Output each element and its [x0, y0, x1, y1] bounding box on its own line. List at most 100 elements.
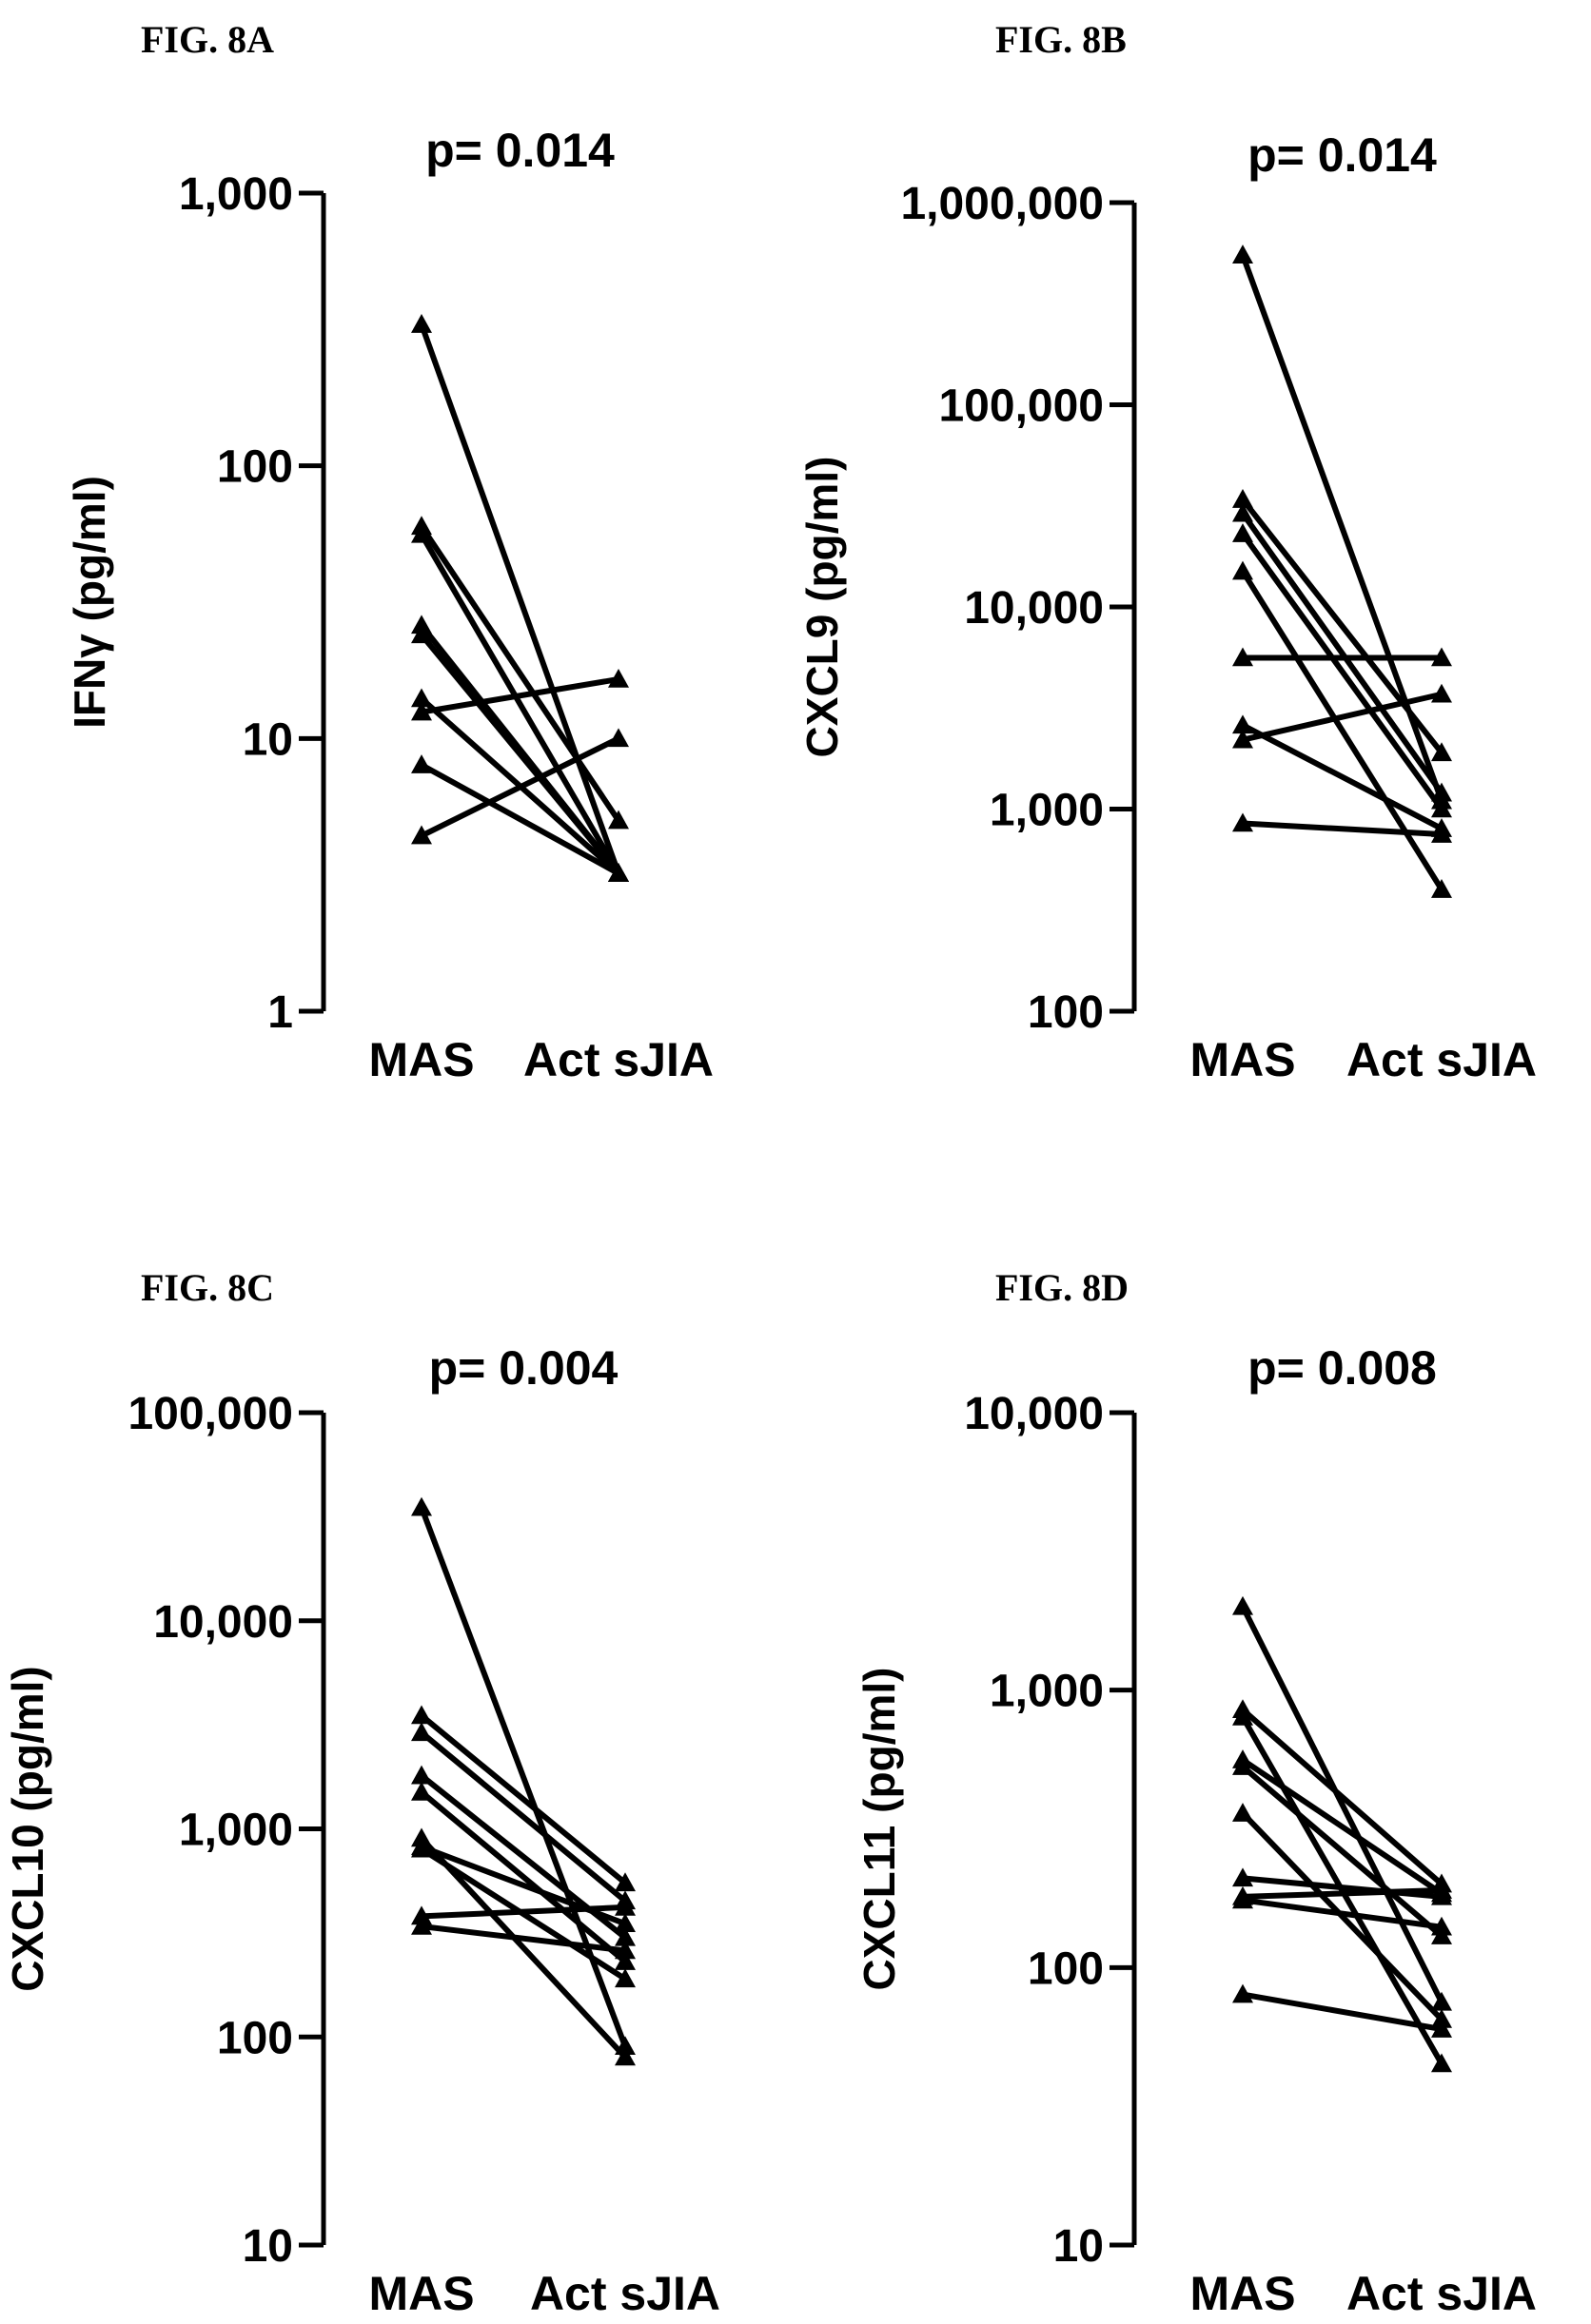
chart-2-ytick-label-2: 1,000 [179, 1806, 293, 1856]
fig-8a-label: FIG. 8A [141, 18, 274, 61]
chart-2-point-act-1 [615, 1872, 636, 1892]
chart-3-point-mas-0 [1232, 1595, 1253, 1615]
chart-0-point-act-8 [608, 728, 629, 748]
chart-3-category-label-1: Act sJIA [1346, 2267, 1537, 2320]
chart-1-point-act-1 [1431, 742, 1452, 762]
chart-3-point-mas-2 [1232, 1706, 1253, 1726]
chart-1-ytick-label-2: 10,000 [964, 583, 1104, 634]
chart-0-pair-line-6 [421, 676, 619, 715]
chart-2-point-act-7 [615, 1968, 636, 1988]
chart-1-ylabel: CXCL9 (pg/ml) [797, 457, 847, 758]
chart-0-point-mas-7 [411, 754, 432, 773]
chart-1-point-act-4 [1431, 879, 1452, 898]
chart-1-point-act-8 [1431, 824, 1452, 843]
chart-0-ytick-label-3: 1,000 [179, 169, 293, 220]
chart-1-point-mas-5 [1232, 647, 1253, 667]
chart-2-ytick-label-1: 100 [217, 2013, 293, 2063]
chart-1-ytick-label-1: 1,000 [990, 786, 1104, 836]
chart-2-pair-line-5 [419, 1836, 628, 2060]
fig-8b-label: FIG. 8B [995, 18, 1127, 61]
chart-2-point-mas-4 [411, 1781, 432, 1801]
fig-8d-label: FIG. 8D [995, 1266, 1129, 1309]
chart-3-pair-line-4 [1241, 1764, 1444, 1939]
chart-0-pair-line-2 [419, 533, 621, 875]
chart-2-point-act-8 [615, 1896, 636, 1916]
chart-2-point-mas-8 [411, 1905, 432, 1925]
chart-2-point-mas-2 [411, 1722, 432, 1742]
chart-0-ylabel: IFNγ (pg/ml) [65, 476, 114, 729]
chart-0-point-mas-5 [411, 688, 432, 708]
chart-2-point-act-5 [615, 2046, 636, 2066]
chart-3-point-act-9 [1431, 2019, 1452, 2038]
chart-1-category-label-0: MAS [1189, 1033, 1295, 1086]
chart-2-point-mas-7 [411, 1838, 432, 1858]
chart-3-pair-line-2 [1240, 1715, 1444, 2065]
chart-0-pair-line-8 [420, 735, 620, 839]
chart-2-ytick-label-0: 10 [243, 2221, 293, 2272]
chart-2-point-act-6 [615, 1913, 636, 1933]
chart-0-point-act-1 [608, 810, 629, 830]
chart-3-pair-line-0 [1240, 1605, 1444, 2004]
chart-1-ytick-label-3: 100,000 [938, 381, 1104, 432]
chart-3-category-label-0: MAS [1189, 2267, 1295, 2320]
chart-2-point-act-9 [615, 1940, 636, 1960]
chart-0-point-mas-2 [411, 523, 432, 543]
chart-0-point-act-7 [608, 863, 629, 882]
fig-8c-label: FIG. 8C [141, 1266, 274, 1309]
chart-3-point-act-0 [1431, 1991, 1452, 2011]
chart-3-ytick-label-3: 10,000 [964, 1389, 1104, 1439]
chart-3-point-mas-4 [1232, 1756, 1253, 1775]
chart-2-ylabel: CXCL10 (pg/ml) [3, 1666, 52, 1991]
chart-0-category-label-1: Act sJIA [523, 1033, 714, 1086]
chart-1-point-act-3 [1431, 798, 1452, 818]
chart-1-point-mas-7 [1232, 729, 1253, 749]
chart-0-point-mas-4 [411, 624, 432, 644]
chart-2-category-label-0: MAS [368, 2267, 474, 2320]
chart-3-point-mas-6 [1232, 1867, 1253, 1887]
chart-0-pair-line-1 [419, 524, 621, 823]
chart-0-ytick-label-1: 10 [243, 714, 293, 765]
chart-3-ylabel: CXCL11 (pg/ml) [854, 1668, 904, 1991]
chart-0-point-act-6 [608, 668, 629, 688]
chart-3-point-mas-8 [1232, 1889, 1253, 1909]
chart-1-ytick-label-0: 100 [1028, 987, 1104, 1038]
chart-1-point-mas-4 [1232, 560, 1253, 580]
chart-0-category-label-0: MAS [368, 1033, 474, 1086]
chart-2-pair-line-0 [419, 1506, 628, 2048]
chart-2-point-mas-1 [411, 1705, 432, 1725]
chart-1-point-act-2 [1431, 782, 1452, 802]
chart-3-ytick-label-1: 100 [1028, 1943, 1104, 1994]
chart-1-point-mas-3 [1232, 523, 1253, 542]
chart-3-pair-line-3 [1241, 1757, 1444, 1896]
chart-2-title: p= 0.004 [429, 1341, 619, 1395]
chart-2-pair-line-2 [420, 1730, 627, 1904]
chart-0-ytick-label-2: 100 [217, 442, 293, 493]
chart-3-point-act-8 [1431, 1916, 1452, 1936]
chart-1-title: p= 0.014 [1247, 128, 1437, 182]
chart-0-pair-line-4 [419, 633, 621, 876]
chart-1-ytick-label-4: 1,000,000 [900, 179, 1104, 229]
chart-1-point-mas-8 [1232, 812, 1253, 832]
chart-2-pair-line-8 [421, 1904, 626, 1920]
chart-3-pair-line-7 [1242, 1887, 1443, 1900]
chart-1-pair-line-2 [1240, 512, 1444, 795]
chart-0-point-mas-0 [411, 314, 432, 333]
chart-2-point-mas-9 [411, 1915, 432, 1935]
chart-2-pair-line-4 [420, 1789, 627, 1964]
chart-3-point-act-5 [1431, 2008, 1452, 2028]
chart-3-pair-line-9 [1242, 1991, 1443, 2032]
chart-3-point-mas-5 [1232, 1803, 1253, 1822]
chart-1-category-label-1: Act sJIA [1346, 1033, 1537, 1086]
chart-2-category-label-1: Act sJIA [530, 2267, 720, 2320]
chart-1-pair-line-8 [1242, 820, 1443, 838]
chart-2-pair-line-9 [421, 1924, 626, 1954]
chart-3-title: p= 0.008 [1247, 1341, 1437, 1395]
chart-0-title: p= 0.014 [425, 124, 615, 177]
chart-2-ytick-label-4: 100,000 [128, 1389, 293, 1439]
chart-1-point-act-5 [1431, 647, 1452, 667]
chart-1-point-mas-2 [1232, 502, 1253, 522]
chart-0-point-mas-6 [411, 701, 432, 721]
chart-2-point-mas-3 [411, 1765, 432, 1785]
chart-1-point-mas-1 [1232, 489, 1253, 508]
